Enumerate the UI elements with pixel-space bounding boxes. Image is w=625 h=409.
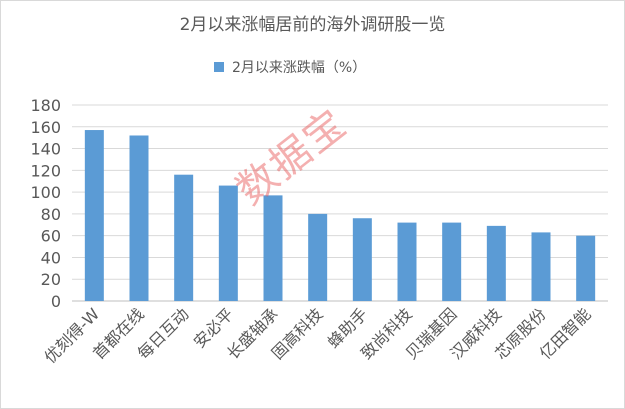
y-tick-label: 180 xyxy=(30,96,61,115)
bar xyxy=(263,195,283,301)
bar xyxy=(486,225,506,301)
y-tick-label: 100 xyxy=(30,183,61,202)
bar xyxy=(218,185,238,301)
y-tick-label: 40 xyxy=(41,248,61,267)
y-tick-label: 80 xyxy=(41,205,61,224)
bar xyxy=(576,235,596,301)
y-tick-label: 0 xyxy=(51,292,61,311)
y-tick-label: 160 xyxy=(30,118,61,137)
legend-label: 2月以来涨跌幅（%） xyxy=(232,60,367,76)
legend-swatch xyxy=(214,62,224,72)
bar xyxy=(442,222,462,301)
chart-legend: 2月以来涨跌幅（%） xyxy=(214,58,366,76)
y-tick-label: 140 xyxy=(30,140,61,159)
bar xyxy=(129,135,149,301)
y-tick-label: 60 xyxy=(41,227,61,246)
bar xyxy=(84,130,104,301)
x-tick-label: 优刻得-W xyxy=(41,304,104,367)
y-tick-label: 20 xyxy=(41,270,61,289)
bar xyxy=(397,222,417,301)
bar xyxy=(531,232,551,301)
bar xyxy=(308,213,328,301)
chart-title: 2月以来涨幅居前的海外调研股一览 xyxy=(179,15,446,35)
bar xyxy=(174,174,194,301)
y-tick-label: 120 xyxy=(30,161,61,180)
bar xyxy=(352,218,372,301)
